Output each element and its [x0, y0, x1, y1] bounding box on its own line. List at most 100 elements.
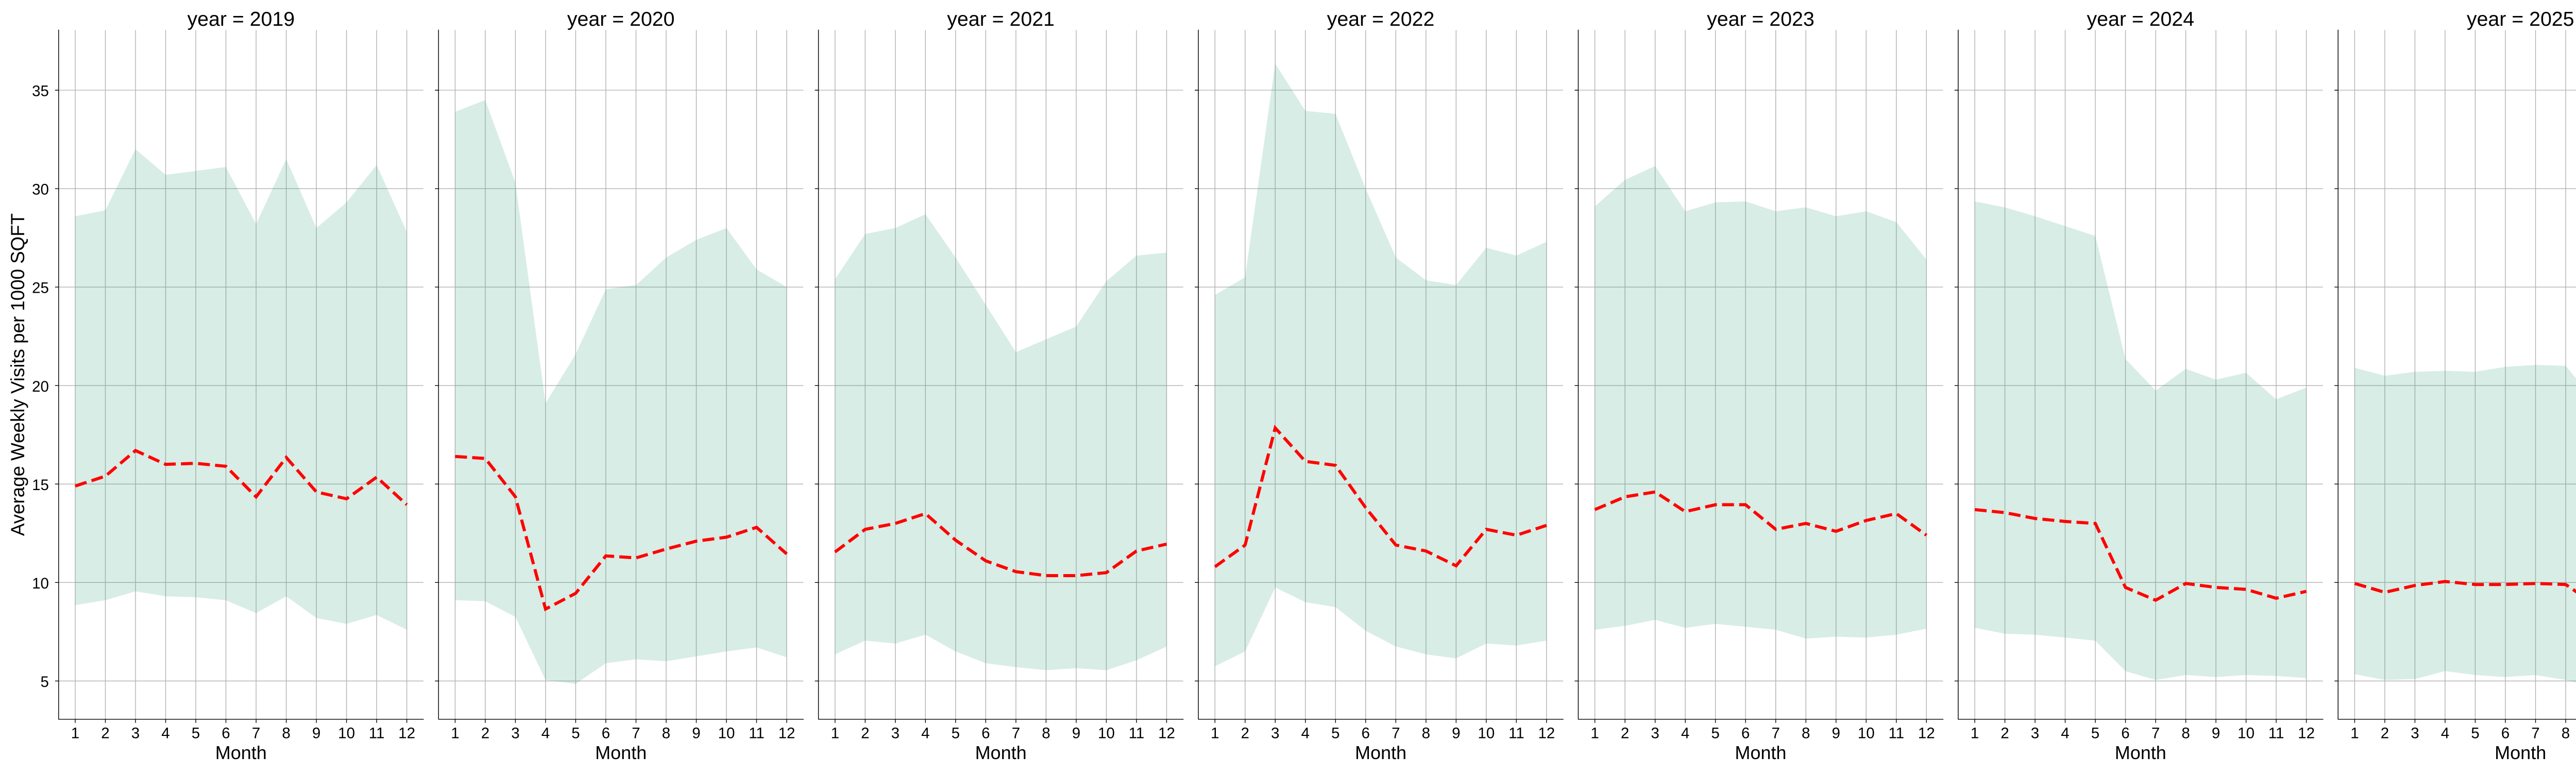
svg-text:4: 4 — [2061, 725, 2069, 742]
svg-text:year = 2023: year = 2023 — [1707, 8, 1815, 30]
svg-text:5: 5 — [2091, 725, 2099, 742]
svg-text:10: 10 — [32, 575, 49, 592]
svg-text:3: 3 — [511, 725, 519, 742]
svg-text:1: 1 — [1590, 725, 1599, 742]
svg-text:Month: Month — [2115, 742, 2166, 763]
svg-text:1: 1 — [1971, 725, 1979, 742]
svg-text:25: 25 — [32, 280, 49, 297]
svg-text:12: 12 — [1158, 725, 1175, 742]
svg-text:11: 11 — [1129, 725, 1145, 742]
svg-text:7: 7 — [2151, 725, 2160, 742]
svg-text:9: 9 — [1832, 725, 1840, 742]
svg-text:Month: Month — [2495, 742, 2546, 763]
svg-text:11: 11 — [1509, 725, 1524, 742]
svg-text:6: 6 — [602, 725, 610, 742]
svg-text:11: 11 — [2268, 725, 2284, 742]
svg-text:3: 3 — [131, 725, 140, 742]
svg-text:12: 12 — [2298, 725, 2315, 742]
svg-text:7: 7 — [252, 725, 260, 742]
svg-text:4: 4 — [541, 725, 550, 742]
svg-text:10: 10 — [2238, 725, 2255, 742]
svg-text:8: 8 — [2562, 725, 2570, 742]
svg-text:1: 1 — [831, 725, 839, 742]
svg-text:3: 3 — [1651, 725, 1659, 742]
svg-text:1: 1 — [2350, 725, 2359, 742]
svg-text:6: 6 — [1361, 725, 1369, 742]
svg-text:12: 12 — [398, 725, 415, 742]
svg-text:5: 5 — [571, 725, 580, 742]
svg-text:year = 2024: year = 2024 — [2087, 8, 2194, 30]
svg-text:6: 6 — [981, 725, 990, 742]
svg-text:2: 2 — [481, 725, 489, 742]
svg-text:3: 3 — [2411, 725, 2419, 742]
svg-text:10: 10 — [1858, 725, 1875, 742]
svg-text:Month: Month — [215, 742, 267, 763]
svg-text:5: 5 — [952, 725, 960, 742]
svg-text:Month: Month — [595, 742, 647, 763]
svg-text:9: 9 — [312, 725, 320, 742]
svg-text:6: 6 — [222, 725, 230, 742]
svg-text:10: 10 — [718, 725, 735, 742]
svg-text:1: 1 — [1211, 725, 1219, 742]
svg-text:6: 6 — [2121, 725, 2129, 742]
svg-text:year = 2022: year = 2022 — [1327, 8, 1435, 30]
svg-text:5: 5 — [2471, 725, 2479, 742]
svg-text:4: 4 — [1301, 725, 1309, 742]
svg-text:2: 2 — [2381, 725, 2389, 742]
svg-text:5: 5 — [192, 725, 200, 742]
svg-text:3: 3 — [1271, 725, 1279, 742]
svg-text:7: 7 — [632, 725, 640, 742]
svg-text:11: 11 — [749, 725, 765, 742]
svg-text:8: 8 — [282, 725, 290, 742]
svg-text:12: 12 — [1918, 725, 1935, 742]
svg-text:9: 9 — [692, 725, 700, 742]
svg-text:10: 10 — [1098, 725, 1115, 742]
svg-text:7: 7 — [1392, 725, 1400, 742]
svg-text:year = 2019: year = 2019 — [187, 8, 295, 30]
svg-text:6: 6 — [1741, 725, 1750, 742]
svg-text:15: 15 — [32, 477, 49, 494]
svg-text:Month: Month — [1355, 742, 1406, 763]
svg-text:2: 2 — [2001, 725, 2009, 742]
svg-text:20: 20 — [32, 378, 49, 395]
svg-text:9: 9 — [2212, 725, 2220, 742]
svg-text:year = 2021: year = 2021 — [947, 8, 1055, 30]
svg-text:6: 6 — [2501, 725, 2510, 742]
svg-text:7: 7 — [1012, 725, 1020, 742]
svg-text:1: 1 — [71, 725, 79, 742]
svg-text:8: 8 — [2181, 725, 2190, 742]
svg-text:8: 8 — [662, 725, 670, 742]
svg-text:2: 2 — [1621, 725, 1629, 742]
svg-text:5: 5 — [1711, 725, 1719, 742]
svg-text:3: 3 — [891, 725, 900, 742]
svg-text:7: 7 — [1771, 725, 1780, 742]
svg-text:Average Weekly Visits per 1000: Average Weekly Visits per 1000 SQFT — [7, 213, 28, 536]
svg-text:5: 5 — [40, 674, 48, 691]
svg-text:9: 9 — [1072, 725, 1080, 742]
svg-text:30: 30 — [32, 181, 49, 198]
svg-text:12: 12 — [778, 725, 795, 742]
svg-text:12: 12 — [1538, 725, 1555, 742]
svg-text:7: 7 — [2531, 725, 2539, 742]
svg-text:4: 4 — [921, 725, 929, 742]
svg-text:10: 10 — [338, 725, 355, 742]
svg-text:4: 4 — [1681, 725, 1689, 742]
svg-text:10: 10 — [1478, 725, 1495, 742]
svg-text:3: 3 — [2031, 725, 2039, 742]
svg-text:4: 4 — [161, 725, 170, 742]
svg-text:8: 8 — [1422, 725, 1430, 742]
svg-text:year = 2020: year = 2020 — [567, 8, 675, 30]
svg-text:4: 4 — [2441, 725, 2449, 742]
svg-text:5: 5 — [1331, 725, 1340, 742]
svg-text:Month: Month — [1735, 742, 1786, 763]
svg-text:9: 9 — [1452, 725, 1460, 742]
svg-text:11: 11 — [369, 725, 385, 742]
svg-text:8: 8 — [1802, 725, 1810, 742]
svg-text:8: 8 — [1042, 725, 1050, 742]
svg-text:Month: Month — [975, 742, 1027, 763]
svg-text:year = 2025: year = 2025 — [2467, 8, 2574, 30]
svg-text:35: 35 — [32, 83, 49, 100]
svg-text:2: 2 — [101, 725, 109, 742]
svg-text:11: 11 — [1888, 725, 1904, 742]
svg-text:2: 2 — [1241, 725, 1249, 742]
